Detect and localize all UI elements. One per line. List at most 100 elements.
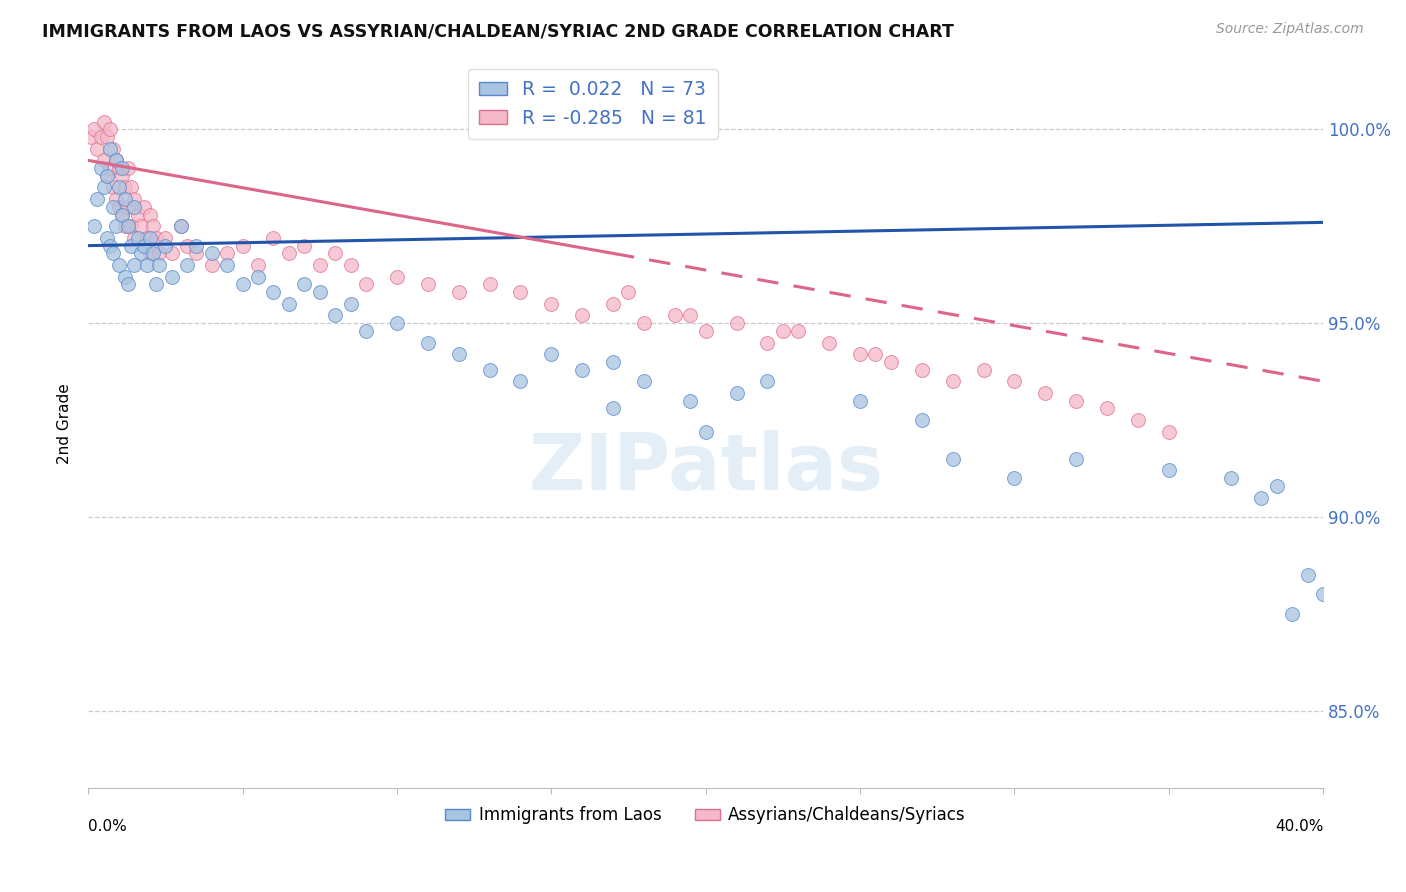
Point [111,169,134,183]
Point [98,238,121,252]
Point [101,142,124,156]
Text: 40.0%: 40.0% [1275,819,1323,834]
Point [86,192,108,206]
Point [117,219,139,234]
Point [145,231,167,245]
Point [695,324,717,338]
Point [1265,479,1288,493]
Point [139,231,162,245]
Point [86,142,108,156]
Point [139,208,162,222]
Point [170,219,193,234]
Point [101,200,124,214]
Point [633,374,655,388]
Point [1002,471,1025,485]
Point [787,324,810,338]
Point [96,169,118,183]
Point [277,297,299,311]
Point [124,258,146,272]
Point [145,277,167,292]
Point [385,269,408,284]
Point [416,335,439,350]
Point [127,208,149,222]
Point [114,269,136,284]
Point [101,180,124,194]
Point [114,192,136,206]
Point [246,258,269,272]
Point [308,258,330,272]
Point [135,231,157,245]
Point [231,238,253,252]
Point [1157,463,1180,477]
Point [1064,393,1087,408]
Point [108,180,131,194]
Point [308,285,330,299]
Point [849,393,872,408]
Point [148,246,170,260]
Text: Source: ZipAtlas.com: Source: ZipAtlas.com [1216,22,1364,37]
Point [292,238,315,252]
Point [155,231,177,245]
Point [201,258,224,272]
Text: IMMIGRANTS FROM LAOS VS ASSYRIAN/CHALDEAN/SYRIAC 2ND GRADE CORRELATION CHART: IMMIGRANTS FROM LAOS VS ASSYRIAN/CHALDEA… [42,22,955,40]
Point [911,413,934,427]
Point [323,246,346,260]
Y-axis label: 2nd Grade: 2nd Grade [58,384,72,464]
Point [104,153,127,168]
Point [120,238,142,252]
Point [385,316,408,330]
Point [478,362,501,376]
Point [217,258,239,272]
Point [509,374,531,388]
Point [679,309,702,323]
Point [354,277,377,292]
Point [447,285,470,299]
Point [132,200,155,214]
Point [1126,413,1149,427]
Point [117,161,139,175]
Point [96,231,118,245]
Point [416,277,439,292]
Point [865,347,887,361]
Point [679,393,702,408]
Point [129,246,152,260]
Point [176,258,198,272]
Point [1002,374,1025,388]
Point [96,130,118,145]
Point [89,161,111,175]
Point [509,285,531,299]
Point [772,324,794,338]
Point [83,219,105,234]
Point [114,180,136,194]
Point [142,219,165,234]
Point [108,200,131,214]
Point [1281,607,1303,621]
Point [911,362,934,376]
Point [96,169,118,183]
Point [93,180,115,194]
Point [478,277,501,292]
Point [973,362,995,376]
Point [602,297,624,311]
Point [571,309,593,323]
Point [117,277,139,292]
Point [83,122,105,136]
Point [139,246,162,260]
Point [339,258,361,272]
Point [695,425,717,439]
Point [108,258,131,272]
Point [540,347,562,361]
Point [176,238,198,252]
Point [849,347,872,361]
Point [756,335,779,350]
Point [756,374,779,388]
Point [201,246,224,260]
Point [1312,587,1334,601]
Point [231,277,253,292]
Point [571,362,593,376]
Point [633,316,655,330]
Legend: Immigrants from Laos, Assyrians/Chaldeans/Syriacs: Immigrants from Laos, Assyrians/Chaldean… [439,799,973,830]
Point [602,355,624,369]
Point [277,246,299,260]
Point [160,269,183,284]
